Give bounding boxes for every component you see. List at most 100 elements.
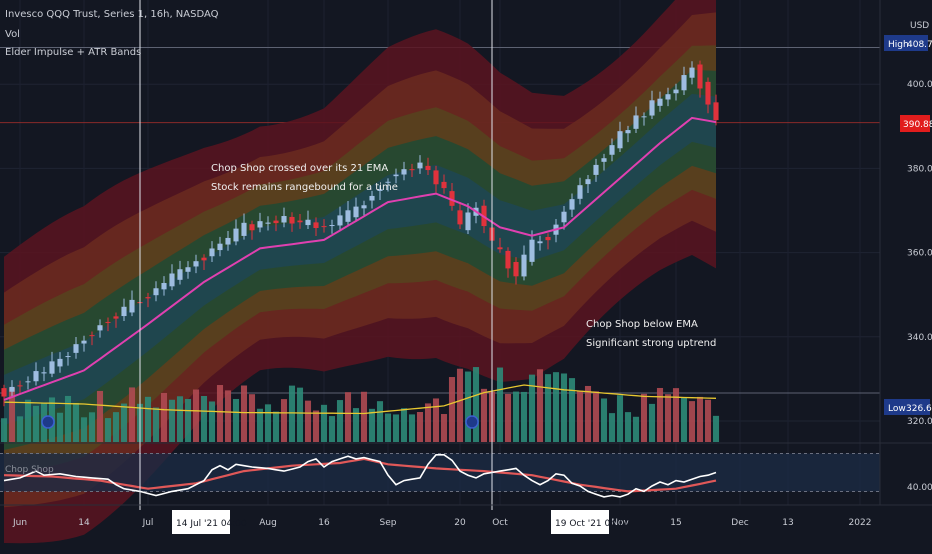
candle-body: [305, 219, 311, 226]
volume-bar: [72, 402, 80, 442]
time-tick-label: 13: [782, 518, 793, 528]
candle-body: [385, 181, 391, 183]
time-tick-label: 16: [318, 518, 330, 528]
candle-body: [529, 239, 535, 262]
candle-body: [521, 254, 527, 277]
candle-body: [593, 164, 599, 175]
volume-bar: [32, 405, 40, 442]
volume-bar: [56, 412, 64, 442]
candle-body: [689, 67, 695, 78]
time-tick-label: Aug: [259, 518, 277, 528]
price-tick-label: 360.00: [907, 249, 932, 259]
candle-body: [513, 262, 519, 277]
candle-body: [465, 212, 471, 231]
volume-bar: [416, 411, 424, 442]
volume-bar: [296, 387, 304, 442]
volume-bar: [576, 390, 584, 442]
indicator-elder-label[interactable]: Elder Impulse + ATR Bands: [5, 47, 141, 58]
candle-body: [377, 189, 383, 191]
volume-bar: [608, 413, 616, 442]
candle-body: [257, 221, 263, 228]
time-tick-label: Dec: [731, 518, 748, 528]
candle-body: [601, 158, 607, 162]
volume-bar: [648, 403, 656, 442]
volume-bar: [192, 389, 200, 442]
oscillator-label: Chop Shop: [5, 465, 54, 475]
volume-bar: [16, 416, 24, 442]
volume-bar: [248, 394, 256, 442]
volume-bar: [304, 400, 312, 442]
crosshair-lines: [41, 0, 493, 510]
price-tick-label: 380.00: [907, 164, 932, 174]
candle-body: [105, 321, 111, 323]
volume-bar: [528, 374, 536, 442]
volume-bar: [312, 410, 320, 442]
volume-bar: [344, 392, 352, 442]
volume-bar: [584, 385, 592, 442]
annotation-1-line-1: Chop Shop crossed over its 21 EMA: [211, 163, 388, 174]
price-axis[interactable]: 400.00 380.00 360.00 340.00 320.00: [879, 0, 932, 505]
candle-body: [505, 250, 511, 269]
candle-body: [129, 299, 135, 313]
volume-bar: [368, 408, 376, 442]
volume-bar: [472, 367, 480, 442]
volume-bar: [160, 392, 168, 442]
candle-body: [657, 98, 663, 106]
volume-bar: [432, 398, 440, 442]
volume-bar: [656, 387, 664, 442]
volume-bar: [232, 398, 240, 442]
candle-body: [417, 162, 423, 169]
volume-bar: [264, 404, 272, 442]
time-tick-label: 2022: [849, 518, 872, 528]
candle-body: [49, 361, 55, 374]
candle-body: [449, 191, 455, 206]
volume-bar: [280, 399, 288, 442]
volume-bar: [88, 412, 96, 442]
indicator-vol-label[interactable]: Vol: [5, 29, 20, 40]
volume-bar: [480, 388, 488, 442]
candle-body: [73, 344, 79, 353]
volume-bar: [448, 377, 456, 442]
candle-body: [185, 267, 191, 272]
crosshair-label-1: 14 Jul '21 04:00: [172, 510, 247, 534]
candle-body: [441, 181, 447, 189]
currency-label: USD: [910, 21, 929, 31]
volume-bar: [360, 391, 368, 442]
volume-bar: [200, 395, 208, 442]
time-axis[interactable]: Jun 14 Jul Aug 16 Sep 20 Oct Nov 15 Dec 13 2022: [0, 504, 932, 528]
time-tick-label: Nov: [611, 518, 629, 528]
volume-bar: [624, 412, 632, 442]
volume-bar: [120, 403, 128, 442]
candle-body: [633, 115, 639, 129]
volume-marker-1: [41, 415, 55, 429]
candle-body: [33, 371, 39, 382]
volume-bar: [64, 395, 72, 442]
candle-body: [369, 195, 375, 201]
volume-bar: [328, 416, 336, 442]
candle-body: [425, 165, 431, 171]
time-tick-label: Jun: [12, 518, 27, 528]
volume-bar: [568, 378, 576, 442]
candle-body: [561, 211, 567, 223]
ema-line: [3, 116, 717, 401]
candle-body: [65, 356, 71, 358]
volume-bar: [520, 391, 528, 442]
candle-body: [409, 169, 415, 171]
candle-body: [177, 269, 183, 280]
osc-zone: [0, 453, 880, 492]
osc-axis-tick: 40.00: [907, 483, 932, 493]
candle-body: [585, 179, 591, 185]
candle-body: [361, 205, 367, 209]
candle-body: [713, 102, 719, 121]
volume-marker-2: [465, 415, 479, 429]
osc-ema-line: [3, 457, 717, 493]
volume-bar: [688, 401, 696, 442]
time-tick-label: 14: [78, 518, 90, 528]
candle-body: [225, 237, 231, 245]
candle-body: [321, 226, 327, 228]
candle-body: [241, 222, 247, 236]
candle-body: [497, 247, 503, 250]
volume-ma-line: [3, 384, 717, 415]
volume-bar: [80, 417, 88, 442]
